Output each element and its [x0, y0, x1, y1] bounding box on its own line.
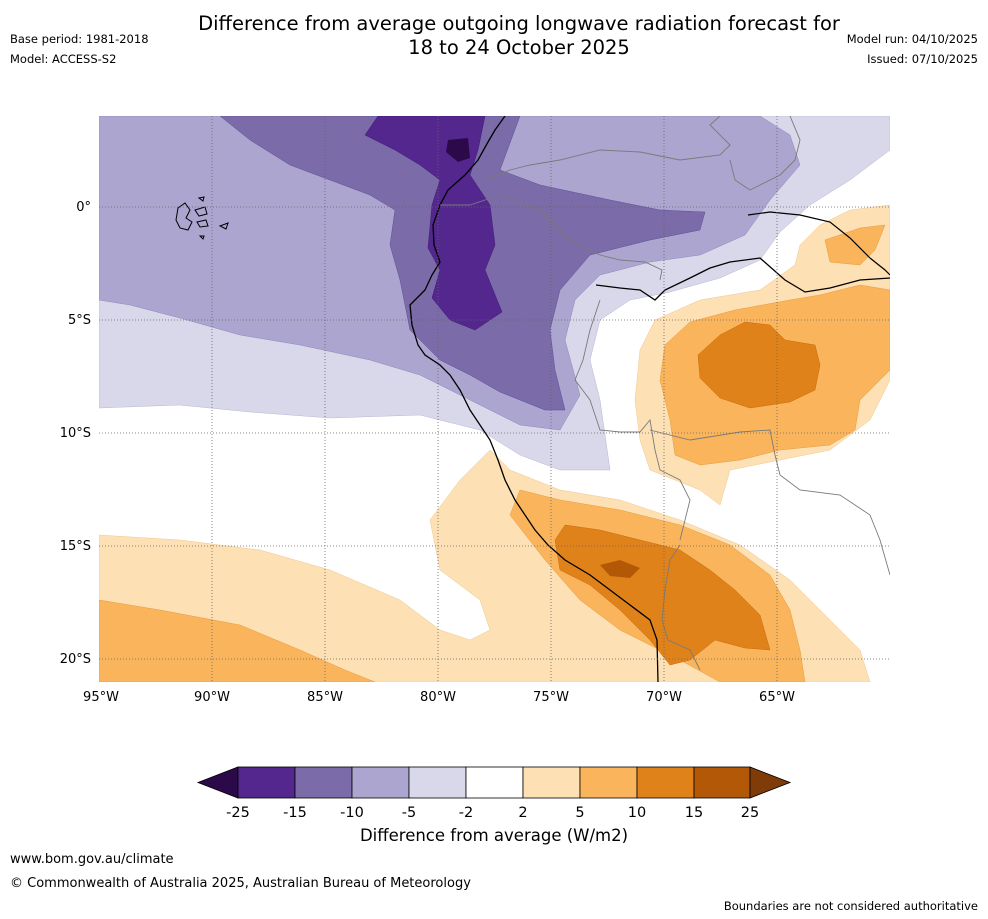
colorbar-swatch: [294, 766, 353, 799]
colorbar-swatch: [522, 766, 581, 799]
lat-label: 5°S: [68, 313, 91, 328]
model-run: Model run: 04/10/2025: [846, 32, 978, 46]
border-bolivia-brazil: [649, 429, 890, 576]
gridlines: [99, 116, 890, 682]
colorbar-swatch: [636, 766, 695, 799]
lat-label: 10°S: [60, 426, 91, 441]
colorbar-tick: -15: [283, 805, 307, 821]
border-colombia-ecuador: [440, 194, 663, 281]
map-title: Difference from average outgoing longwav…: [160, 12, 878, 60]
colorbar-label: Difference from average (W/m2): [359, 826, 629, 845]
colorbar-tick: -2: [459, 805, 473, 821]
colorbar-swatch: [408, 766, 467, 799]
colorbar-ticks: -25 -15 -10 -5 -2 2 5 10 15 25: [226, 805, 759, 821]
colorbar-tick: 25: [741, 805, 759, 821]
lat-label: 15°S: [60, 539, 91, 554]
base-period: Base period: 1981-2018: [10, 32, 149, 46]
galapagos-islands: [175, 196, 229, 240]
colorbar-swatch: [693, 766, 751, 799]
model-name: Model: ACCESS-S2: [10, 52, 117, 66]
lat-label: 20°S: [60, 652, 91, 667]
border-bolivia-chile: [661, 544, 701, 671]
colorbar-extend-high: [749, 766, 792, 799]
lon-label: 95°W: [83, 690, 119, 705]
coastline: [409, 116, 659, 682]
map-plot-area: [99, 116, 890, 682]
lon-label: 75°W: [533, 690, 569, 705]
meta-left: Base period: 1981-2018 Model: ACCESS-S2: [10, 32, 149, 72]
title-line-1: Difference from average outgoing longwav…: [198, 12, 840, 35]
colorbar-swatch: [237, 766, 296, 799]
colorbar-extend-low: [196, 766, 239, 799]
lon-label: 80°W: [420, 690, 456, 705]
title-line-2: 18 to 24 October 2025: [408, 36, 630, 59]
latitude-labels: 0° 5°S 10°S 15°S 20°S: [60, 200, 91, 667]
colorbar-tick: -25: [226, 805, 250, 821]
olr-anomaly-map: 0° 5°S 10°S 15°S 20°S 95°W 90°W 85°W 80°…: [60, 116, 890, 705]
issued-date: Issued: 07/10/2025: [867, 52, 978, 66]
footer-copyright: © Commonwealth of Australia 2025, Austra…: [10, 876, 471, 891]
colorbar-swatch: [579, 766, 638, 799]
lon-label: 70°W: [646, 690, 682, 705]
longitude-labels: 95°W 90°W 85°W 80°W 75°W 70°W 65°W: [83, 690, 795, 705]
lon-label: 85°W: [307, 690, 343, 705]
footer-url: www.bom.gov.au/climate: [10, 852, 174, 867]
region-pos-mid-north: [824, 224, 886, 266]
region-pos-strong-south: [554, 524, 771, 666]
coastline-amazon-mouth: [747, 211, 890, 276]
region-pos-strong-ne: [697, 321, 821, 409]
colorbar-swatch: [465, 766, 524, 799]
colorbar-swatch: [351, 766, 410, 799]
colorbar: -25 -15 -10 -5 -2 2 5 10 15 25: [196, 766, 792, 821]
colorbar-tick: -10: [340, 805, 364, 821]
lon-label: 65°W: [759, 690, 795, 705]
coastline-north: [595, 257, 890, 301]
colorbar-tick: -5: [402, 805, 416, 821]
border-north: [485, 116, 801, 191]
border-peru-brazil: [574, 299, 691, 541]
region-neg-extreme: [446, 138, 470, 162]
lon-label: 90°W: [194, 690, 230, 705]
region-pos-mid-sw: [99, 599, 376, 682]
colorbar-tick: 5: [575, 805, 584, 821]
lat-label: 0°: [76, 200, 91, 215]
meta-right: Model run: 04/10/2025 Issued: 07/10/2025: [847, 32, 978, 72]
colorbar-tick: 10: [628, 805, 646, 821]
region-pos-very-strong: [600, 560, 640, 578]
colorbar-tick: 2: [518, 805, 527, 821]
colorbar-tick: 15: [685, 805, 703, 821]
footer-note: Boundaries are not considered authoritat…: [723, 899, 978, 913]
